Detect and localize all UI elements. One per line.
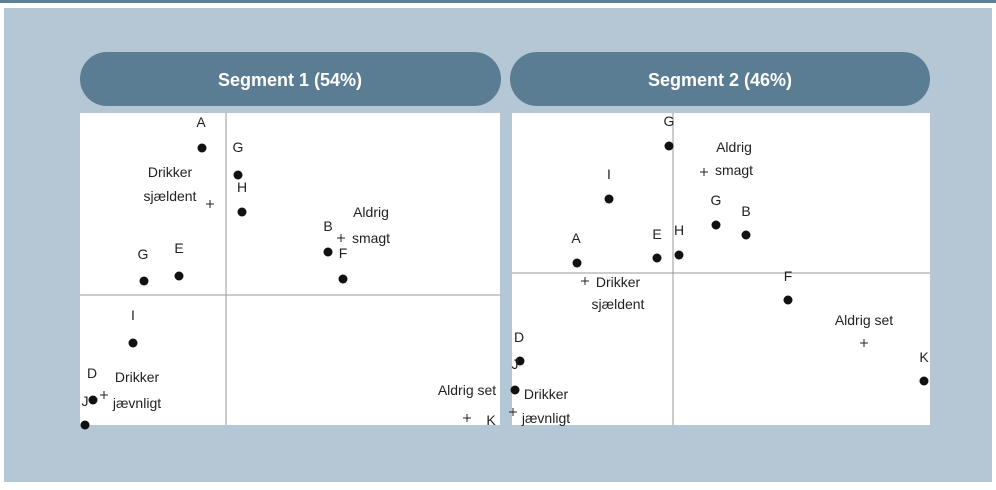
point [674, 250, 684, 260]
point-label: F [784, 268, 793, 284]
point [741, 230, 751, 240]
reference-marker [860, 339, 868, 347]
reference-label: jævnligt [112, 395, 161, 411]
point [783, 295, 793, 305]
point-label: I [131, 307, 135, 323]
top-rule [0, 0, 996, 3]
point-label: E [652, 226, 661, 242]
reference-label: jævnligt [521, 410, 570, 426]
point [323, 247, 333, 257]
point-label: B [741, 203, 750, 219]
reference-label: Drikker [148, 164, 193, 180]
point-label: G [233, 139, 244, 155]
point-label: F [339, 245, 348, 261]
reference-label: Aldrig set [438, 382, 496, 398]
reference-label: sjældent [144, 188, 197, 204]
point-label: A [196, 114, 206, 130]
plot-area [80, 113, 500, 425]
reference-marker [509, 408, 517, 416]
point [604, 194, 614, 204]
point [80, 420, 90, 430]
reference-label: smagt [352, 230, 390, 246]
point-label: G [138, 246, 149, 262]
point [510, 385, 520, 395]
point [197, 143, 207, 153]
panel-title: Segment 1 (54%) [218, 70, 362, 90]
point-label: K [919, 349, 929, 365]
reference-label: Drikker [115, 369, 160, 385]
point [237, 207, 247, 217]
point [174, 271, 184, 281]
point [128, 338, 138, 348]
point-label: B [323, 218, 332, 234]
point [338, 274, 348, 284]
point [664, 141, 674, 151]
reference-label: Drikker [524, 386, 569, 402]
reference-marker [100, 391, 108, 399]
point [652, 253, 662, 263]
panel-header [80, 52, 501, 106]
reference-label: Aldrig [716, 139, 752, 155]
reference-marker [206, 200, 214, 208]
point [711, 220, 721, 230]
reference-marker [337, 234, 345, 242]
reference-label: Aldrig set [835, 312, 893, 328]
reference-marker [700, 168, 708, 176]
point [88, 395, 98, 405]
panel-title: Segment 2 (46%) [648, 70, 792, 90]
point-label: D [514, 329, 524, 345]
reference-label: Drikker [596, 274, 641, 290]
point [515, 356, 525, 366]
reference-marker [463, 414, 471, 422]
point-label: D [87, 365, 97, 381]
point [233, 170, 243, 180]
point-label: J [512, 356, 519, 372]
point-label: G [664, 113, 675, 129]
point-label: H [674, 222, 684, 238]
reference-marker [581, 277, 589, 285]
point-label: I [607, 166, 611, 182]
point [139, 276, 149, 286]
point-label: A [571, 230, 581, 246]
point-label: H [237, 179, 247, 195]
point-label: E [174, 240, 183, 256]
panel-header [510, 52, 930, 106]
point [919, 376, 929, 386]
point-label: K [486, 412, 496, 428]
reference-label: Aldrig [353, 204, 389, 220]
reference-label: smagt [715, 162, 753, 178]
reference-label: sjældent [592, 296, 645, 312]
point-label: J [82, 393, 89, 409]
point [572, 258, 582, 268]
point-label: G [711, 192, 722, 208]
plot-area [512, 113, 930, 425]
